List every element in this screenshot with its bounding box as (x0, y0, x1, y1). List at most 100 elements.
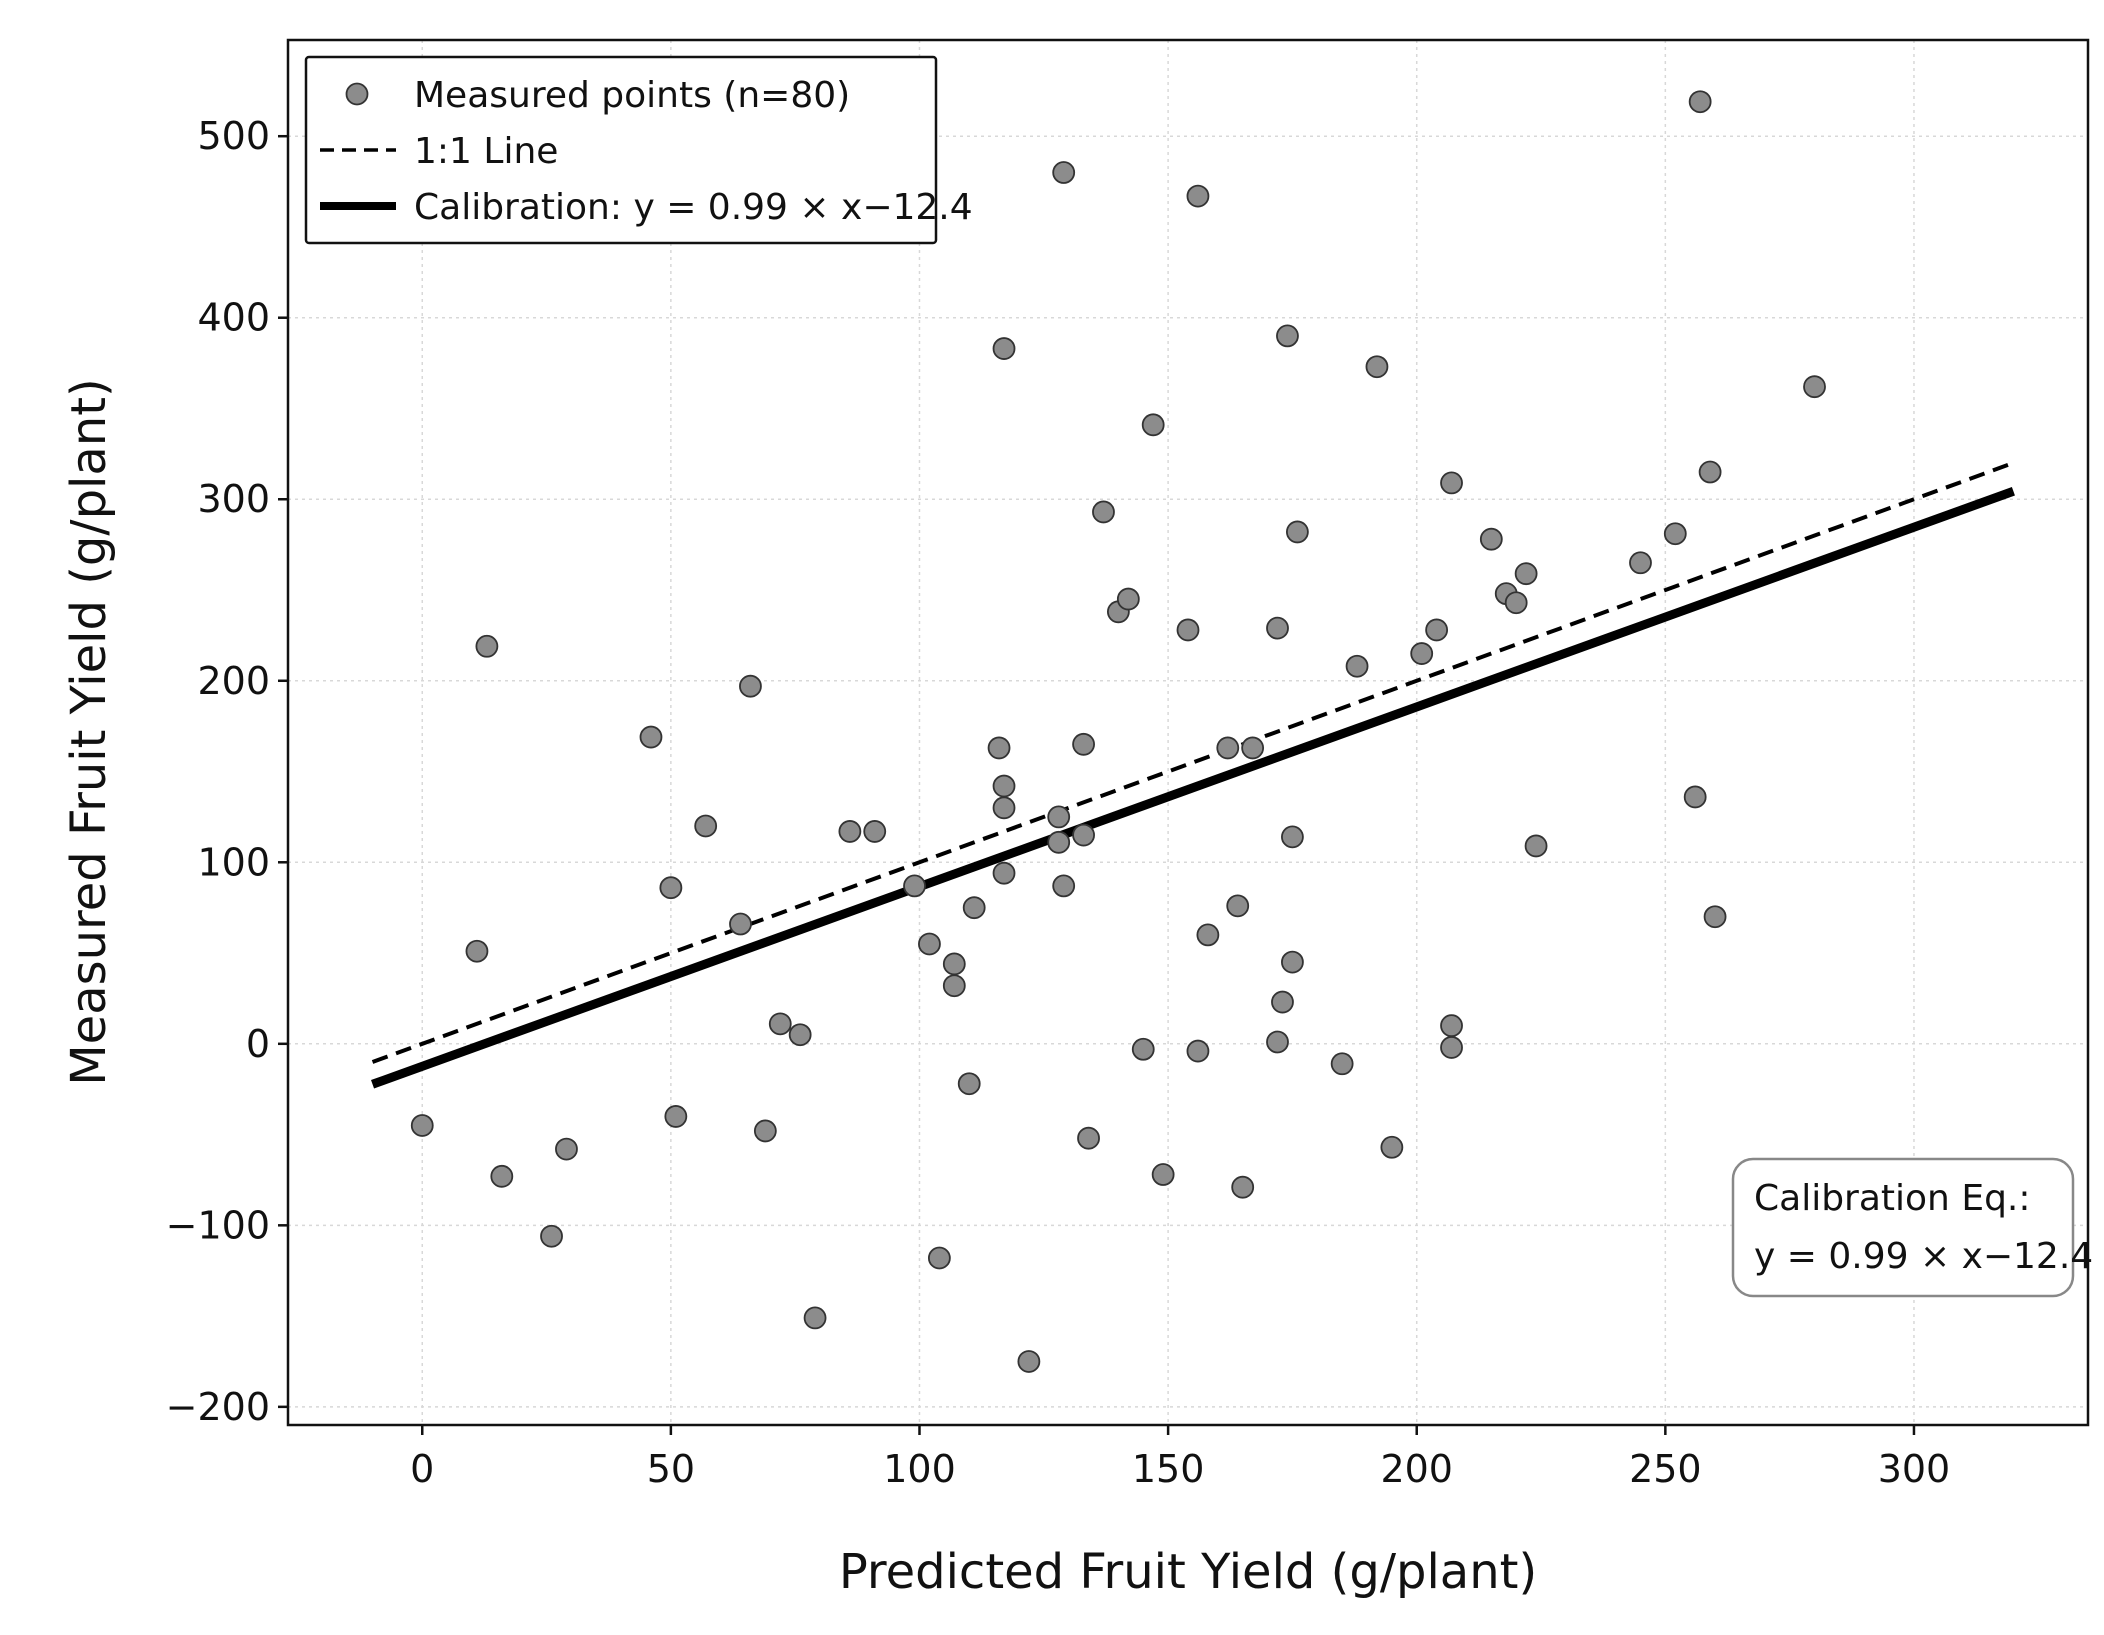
data-point (465, 939, 489, 963)
data-point (1440, 1036, 1463, 1059)
data-point (1803, 375, 1826, 399)
data-point (1116, 587, 1140, 611)
x-tick-label: 250 (1629, 1447, 1702, 1491)
data-point (1266, 1030, 1289, 1054)
x-tick-label: 200 (1380, 1447, 1453, 1491)
y-tick-label: 400 (197, 296, 270, 340)
legend: Measured points (n=80) 1:1 Line Calibrat… (304, 55, 973, 245)
data-point (768, 1012, 792, 1036)
data-point (1052, 161, 1076, 184)
x-tick-label: 100 (883, 1447, 956, 1491)
data-point (1479, 527, 1503, 551)
data-point (1440, 1014, 1463, 1038)
legend-label-identity: 1:1 Line (414, 131, 558, 172)
y-tick-label: 100 (197, 840, 270, 884)
identity-line (371, 461, 2015, 1064)
data-point (1698, 460, 1722, 484)
data-point (410, 1114, 434, 1137)
data-point (1047, 830, 1071, 854)
data-point (1380, 1135, 1404, 1159)
data-point (962, 896, 986, 920)
data-point (1281, 950, 1304, 974)
data-point (1186, 1039, 1210, 1063)
data-point (1703, 905, 1727, 929)
x-axis-label: Predicted Fruit Yield (g/plant) (839, 1544, 1537, 1600)
data-point (1683, 785, 1707, 809)
data-point (1276, 324, 1299, 348)
data-point (1151, 1163, 1175, 1186)
data-point (942, 952, 966, 976)
data-point (918, 932, 941, 956)
data-point (1072, 823, 1095, 847)
x-tick-label: 0 (410, 1447, 434, 1491)
annotation-box (1731, 1157, 2075, 1298)
data-point (1524, 834, 1548, 858)
data-point (1514, 562, 1538, 586)
data-point (1047, 805, 1071, 829)
data-point (992, 337, 1016, 360)
data-point (1629, 551, 1652, 575)
data-point (1241, 736, 1265, 760)
data-point (1231, 1175, 1255, 1199)
data-point (1271, 990, 1294, 1014)
data-point (863, 820, 887, 843)
legend-box (304, 55, 938, 245)
data-point (1072, 732, 1095, 756)
y-tick-label: 300 (197, 477, 270, 521)
data-point (540, 1224, 563, 1248)
data-point (694, 814, 718, 838)
data-point (1266, 616, 1289, 640)
data-point (1425, 618, 1449, 642)
data-point (1688, 90, 1712, 114)
plot-area-frame (286, 38, 2090, 1427)
data-point (1504, 591, 1528, 615)
data-point (1186, 184, 1210, 208)
y-tick-label: −100 (166, 1203, 270, 1247)
x-tick-label: 300 (1878, 1447, 1951, 1491)
calibration-line (371, 487, 2015, 1089)
data-point (1052, 874, 1076, 898)
x-tick-label: 150 (1132, 1447, 1205, 1491)
data-point (1226, 894, 1250, 918)
data-point (555, 1137, 578, 1161)
data-point (1131, 1037, 1155, 1061)
data-point (903, 874, 926, 898)
y-axis-label: Measured Fruit Yield (g/plant) (61, 378, 117, 1086)
y-tick-label: −200 (166, 1385, 270, 1429)
annotation-title: Calibration Eq.: (1754, 1178, 2031, 1219)
data-point (753, 1119, 777, 1143)
data-point (838, 820, 862, 843)
data-point (1092, 500, 1115, 524)
data-point (1410, 642, 1434, 665)
data-point (927, 1246, 951, 1270)
data-points (410, 90, 1826, 1373)
data-point (659, 876, 683, 900)
data-point (992, 796, 1016, 820)
data-point (957, 1072, 981, 1096)
data-point (490, 1164, 514, 1188)
data-point (987, 736, 1011, 760)
data-point (729, 912, 752, 936)
data-point (1141, 413, 1165, 437)
y-axis: −200 −100 0 100 200 300 400 500 (166, 114, 288, 1429)
data-point (992, 774, 1016, 798)
data-point (1330, 1052, 1354, 1076)
data-point (1345, 654, 1369, 678)
y-tick-label: 200 (197, 659, 270, 703)
data-point (1663, 522, 1687, 546)
data-point (475, 634, 499, 658)
data-point (788, 1023, 812, 1047)
x-axis: 0 50 100 150 200 250 300 (410, 1425, 1950, 1491)
data-point (942, 974, 966, 998)
data-point (803, 1306, 827, 1330)
legend-label-calibration: Calibration: y = 0.99 × x−12.4 (414, 187, 973, 228)
data-point (1077, 1126, 1100, 1150)
data-point (1285, 520, 1309, 544)
data-point (1216, 736, 1240, 760)
y-tick-label: 500 (197, 114, 270, 158)
data-point (1017, 1350, 1041, 1373)
data-point (1365, 355, 1389, 379)
data-point (992, 861, 1016, 885)
x-tick-label: 50 (647, 1447, 695, 1491)
